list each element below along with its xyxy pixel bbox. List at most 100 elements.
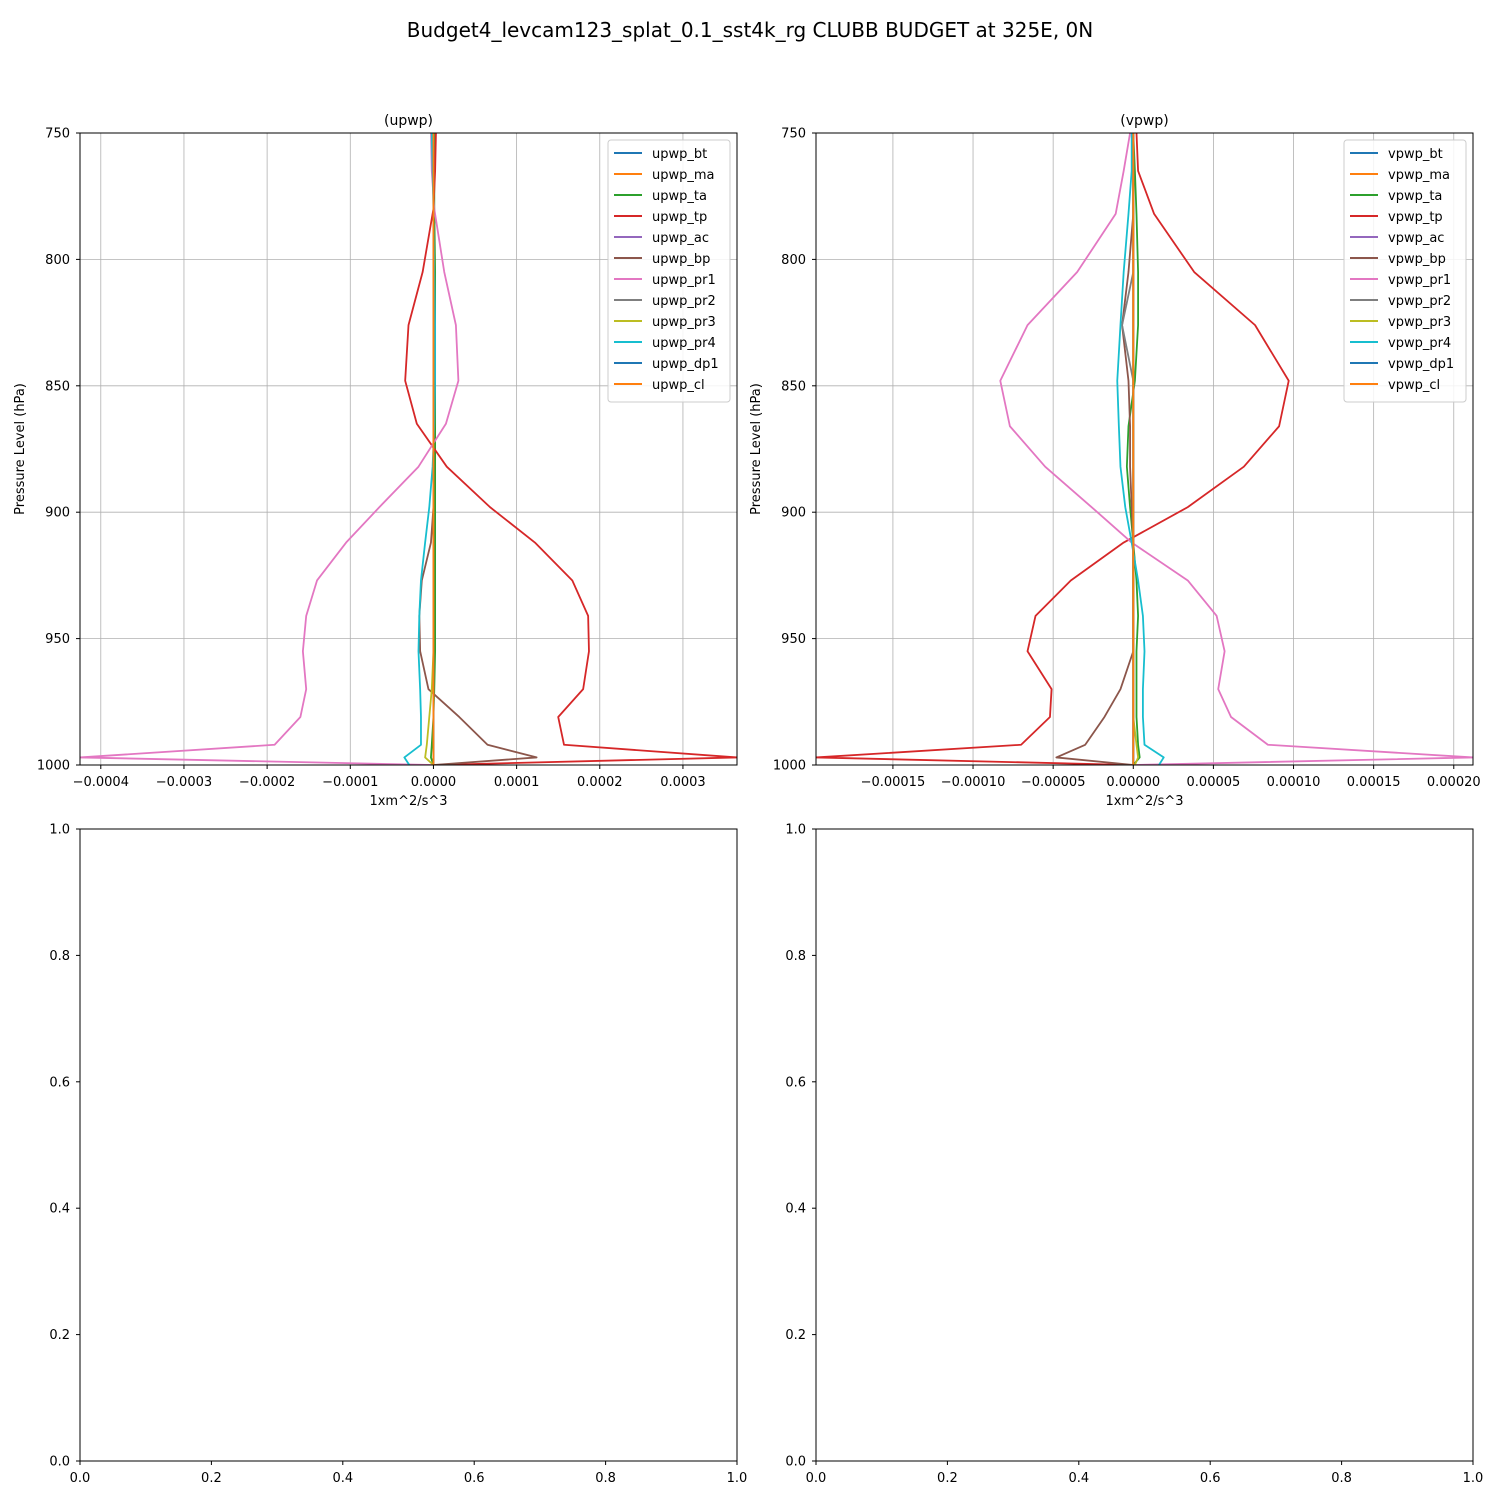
panel-title: (upwp) bbox=[384, 113, 433, 129]
series-line-vpwp_tp bbox=[816, 133, 1290, 765]
y-tick-label: 0.8 bbox=[785, 949, 806, 964]
legend-entry: upwp_bp bbox=[652, 252, 710, 267]
x-tick-label: 0.0002 bbox=[577, 775, 623, 790]
y-axis-label: Pressure Level (hPa) bbox=[749, 383, 764, 515]
legend-box bbox=[1343, 139, 1467, 403]
x-tick-label: 0.00000 bbox=[1106, 775, 1160, 790]
x-tick-label: −0.0001 bbox=[322, 775, 378, 790]
panel-1: −0.0004 −0.0003 −0.0002 −0.0001 0.0000 0.0001… bbox=[13, 113, 738, 809]
y-tick-label: 950 bbox=[45, 632, 70, 647]
x-tick-label: 0.0 bbox=[70, 1471, 91, 1486]
y-tick-label: 1.0 bbox=[785, 823, 806, 838]
legend-entry: upwp_pr1 bbox=[652, 273, 716, 288]
legend-entry: vpwp_tp bbox=[1388, 210, 1443, 225]
x-tick-label: −0.00005 bbox=[1021, 775, 1086, 790]
legend-entry: upwp_cl bbox=[652, 378, 705, 393]
x-tick-label: 0.8 bbox=[1331, 1471, 1352, 1486]
series-line-vpwp_pr1 bbox=[999, 133, 1473, 765]
x-tick-label: −0.00015 bbox=[861, 775, 926, 790]
legend-entry: vpwp_pr3 bbox=[1388, 315, 1451, 330]
legend: vpwp_bt vpwp_ma vpwp_ta vpwp_tp vpwp_ac vpwp_… bbox=[1343, 139, 1467, 403]
series-line-upwp_tp bbox=[404, 133, 737, 765]
x-tick-label: −0.0004 bbox=[73, 775, 129, 790]
legend-entry: upwp_pr4 bbox=[652, 336, 716, 351]
legend-entry: vpwp_dp1 bbox=[1388, 357, 1454, 372]
legend-entry: upwp_ta bbox=[652, 189, 707, 204]
legend-entry: vpwp_ta bbox=[1388, 189, 1442, 204]
legend-entry: upwp_pr2 bbox=[652, 294, 716, 309]
legend-entry: upwp_ma bbox=[652, 168, 715, 183]
x-tick-label: 0.6 bbox=[464, 1471, 485, 1486]
x-tick-label: 0.00020 bbox=[1427, 775, 1481, 790]
y-tick-label: 850 bbox=[781, 379, 806, 394]
y-tick-label: 0.2 bbox=[785, 1328, 806, 1343]
y-tick-label: 1000 bbox=[773, 759, 806, 774]
legend-box bbox=[607, 139, 731, 403]
x-tick-label: 0.4 bbox=[1068, 1471, 1089, 1486]
x-tick-label: 0.4 bbox=[332, 1471, 353, 1486]
legend-entry: vpwp_pr4 bbox=[1388, 336, 1451, 351]
legend-entry: upwp_dp1 bbox=[652, 357, 719, 372]
legend: upwp_bt upwp_ma upwp_ta upwp_tp upwp_ac upwp_… bbox=[607, 139, 731, 403]
y-tick-label: 0.8 bbox=[49, 949, 70, 964]
y-tick-label: 950 bbox=[781, 632, 806, 647]
axes-frame bbox=[815, 132, 1474, 766]
x-tick-label: 0.00010 bbox=[1267, 775, 1321, 790]
panel-4: 0.0 0.2 0.4 0.6 0.8 1.0 0.0 0.2 0.4 0.6 0.8 1.0 bbox=[785, 823, 1483, 1487]
y-tick-label: 0.0 bbox=[49, 1455, 70, 1470]
x-tick-label: −0.00010 bbox=[941, 775, 1006, 790]
legend-entry: vpwp_pr1 bbox=[1388, 273, 1451, 288]
x-tick-label: 0.6 bbox=[1200, 1471, 1221, 1486]
x-tick-label: 0.2 bbox=[201, 1471, 222, 1486]
y-tick-label: 0.4 bbox=[785, 1202, 806, 1217]
y-tick-label: 800 bbox=[781, 253, 806, 268]
legend-entry: vpwp_bp bbox=[1388, 252, 1446, 267]
y-tick-label: 0.6 bbox=[785, 1075, 806, 1090]
y-tick-label: 1000 bbox=[37, 759, 70, 774]
series-line-vpwp_pr4 bbox=[1116, 133, 1165, 765]
series-line-upwp_pr1 bbox=[80, 133, 460, 765]
y-axis-label: Pressure Level (hPa) bbox=[13, 383, 28, 515]
x-tick-label: 0.00015 bbox=[1347, 775, 1401, 790]
y-tick-label: 750 bbox=[45, 127, 70, 142]
x-axis-label: 1xm^2/s^3 bbox=[369, 794, 447, 809]
legend-entry: vpwp_ma bbox=[1388, 168, 1450, 183]
x-tick-label: 0.0003 bbox=[660, 775, 706, 790]
panel-3: 0.0 0.2 0.4 0.6 0.8 1.0 0.0 0.2 0.4 0.6 0.8 1.0 bbox=[49, 823, 747, 1487]
x-tick-label: 0.00005 bbox=[1187, 775, 1241, 790]
legend-entry: upwp_tp bbox=[652, 210, 707, 225]
x-tick-label: 1.0 bbox=[727, 1471, 748, 1486]
x-tick-label: −0.0003 bbox=[156, 775, 212, 790]
axes-frame bbox=[815, 828, 1474, 1462]
y-tick-label: 0.6 bbox=[49, 1075, 70, 1090]
y-tick-label: 900 bbox=[781, 506, 806, 521]
legend-entry: upwp_pr3 bbox=[652, 315, 716, 330]
x-tick-label: 0.0 bbox=[806, 1471, 827, 1486]
y-tick-label: 750 bbox=[781, 127, 806, 142]
legend-entry: vpwp_ac bbox=[1388, 231, 1444, 246]
axes-frame bbox=[79, 132, 738, 766]
legend-entry: vpwp_bt bbox=[1388, 147, 1443, 162]
x-axis-label: 1xm^2/s^3 bbox=[1105, 794, 1183, 809]
series-group bbox=[80, 133, 737, 765]
x-tick-label: 0.2 bbox=[937, 1471, 958, 1486]
y-tick-label: 850 bbox=[45, 379, 70, 394]
series-group bbox=[816, 133, 1473, 765]
x-tick-label: 0.0001 bbox=[494, 775, 540, 790]
figure-suptitle: Budget4_levcam123_splat_0.1_sst4k_rg CLU… bbox=[407, 18, 1093, 42]
legend-entry: vpwp_cl bbox=[1388, 378, 1440, 393]
x-tick-label: 1.0 bbox=[1463, 1471, 1484, 1486]
panel-2: −0.00015 −0.00010 −0.00005 0.00000 0.00005 0.… bbox=[749, 113, 1481, 809]
x-tick-label: 0.0000 bbox=[411, 775, 457, 790]
legend-entry: vpwp_pr2 bbox=[1388, 294, 1451, 309]
y-tick-label: 900 bbox=[45, 506, 70, 521]
y-tick-label: 1.0 bbox=[49, 823, 70, 838]
y-tick-label: 0.2 bbox=[49, 1328, 70, 1343]
panel-title: (vpwp) bbox=[1120, 113, 1168, 129]
axes-frame bbox=[79, 828, 738, 1462]
y-tick-label: 0.4 bbox=[49, 1202, 70, 1217]
y-tick-label: 0.0 bbox=[785, 1455, 806, 1470]
legend-entry: upwp_bt bbox=[652, 147, 707, 162]
legend-entry: upwp_ac bbox=[652, 231, 709, 246]
